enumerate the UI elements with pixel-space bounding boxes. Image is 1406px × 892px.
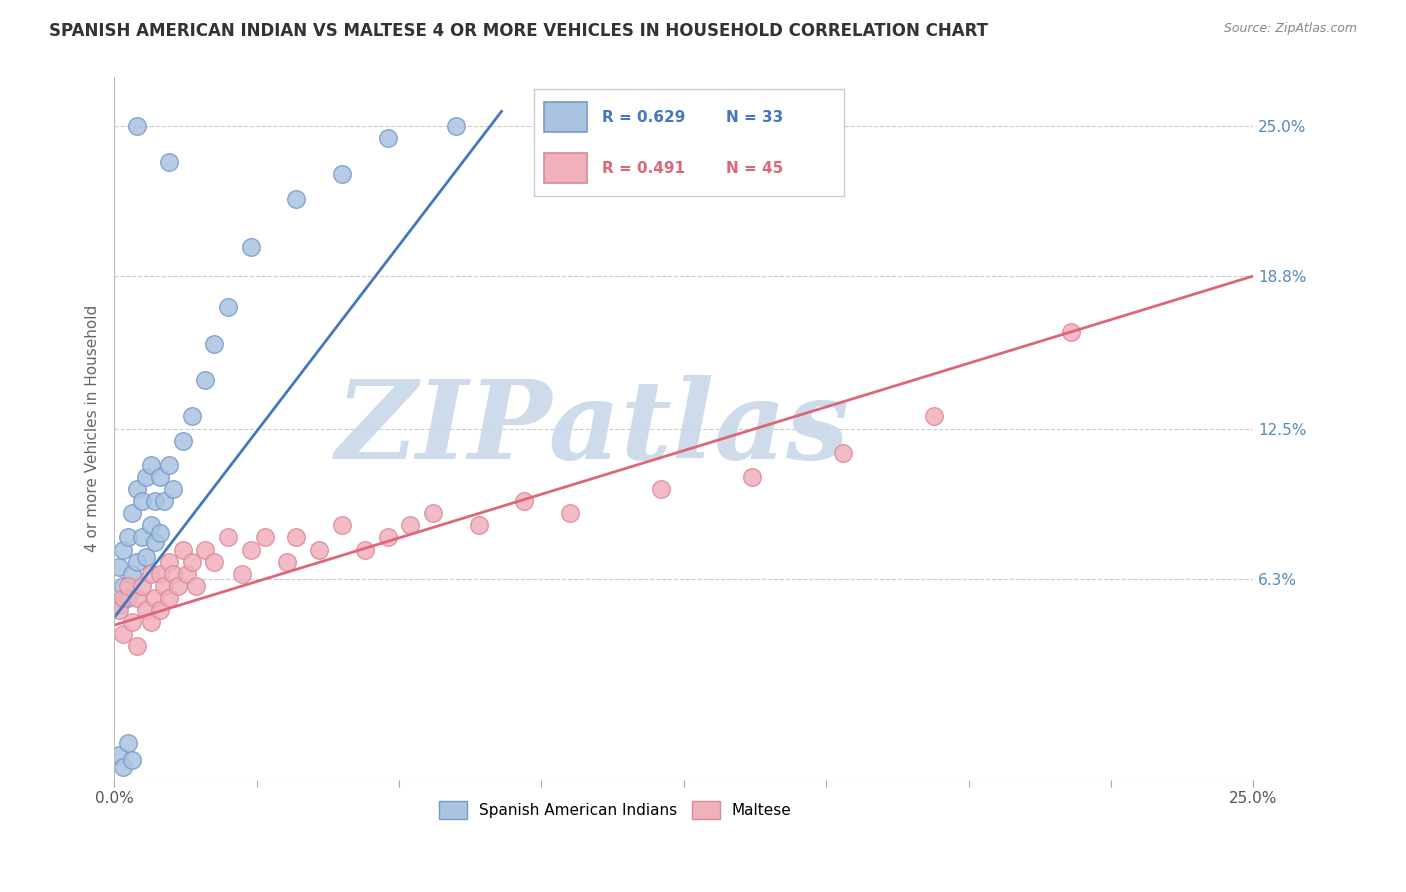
Point [176, 566, 198, 581]
Point [204, 555, 226, 569]
Point [143, 591, 166, 605]
Point [467, 518, 489, 533]
FancyBboxPatch shape [544, 102, 586, 132]
Point [143, 535, 166, 549]
Point [143, 494, 166, 508]
Point [135, 603, 157, 617]
Point [121, 615, 143, 630]
Text: ZIPatlas: ZIPatlas [336, 375, 849, 483]
Point [194, 542, 217, 557]
Text: R = 0.491: R = 0.491 [602, 161, 685, 176]
Point [194, 373, 217, 387]
Point [167, 579, 190, 593]
Point [239, 240, 262, 254]
Point [172, 434, 194, 448]
Point [131, 494, 153, 508]
Point [157, 555, 180, 569]
Point [924, 409, 946, 424]
Text: Source: ZipAtlas.com: Source: ZipAtlas.com [1223, 22, 1357, 36]
Point [125, 119, 148, 133]
Text: R = 0.629: R = 0.629 [602, 110, 686, 125]
Point [107, 599, 129, 613]
Point [139, 566, 162, 581]
Point [121, 506, 143, 520]
Point [139, 458, 162, 472]
Point [172, 542, 194, 557]
Point [153, 579, 176, 593]
Point [399, 518, 422, 533]
Point [217, 531, 239, 545]
Point [117, 591, 139, 605]
Point [125, 640, 148, 654]
Point [135, 549, 157, 564]
Point [180, 555, 202, 569]
Point [180, 409, 202, 424]
Point [125, 482, 148, 496]
Point [231, 566, 253, 581]
Point [153, 494, 176, 508]
Point [186, 579, 208, 593]
Point [149, 470, 172, 484]
Point [107, 559, 129, 574]
Point [112, 627, 135, 641]
Point [162, 482, 184, 496]
Point [131, 531, 153, 545]
Point [253, 531, 276, 545]
Point [117, 736, 139, 750]
Point [139, 615, 162, 630]
Point [149, 603, 172, 617]
Point [117, 531, 139, 545]
Point [149, 525, 172, 540]
Legend: Spanish American Indians, Maltese: Spanish American Indians, Maltese [433, 795, 797, 824]
Text: N = 33: N = 33 [725, 110, 783, 125]
Point [513, 494, 536, 508]
Point [131, 579, 153, 593]
Point [285, 192, 308, 206]
Point [125, 555, 148, 569]
Point [377, 131, 399, 145]
Text: SPANISH AMERICAN INDIAN VS MALTESE 4 OR MORE VEHICLES IN HOUSEHOLD CORRELATION C: SPANISH AMERICAN INDIAN VS MALTESE 4 OR … [49, 22, 988, 40]
Point [157, 458, 180, 472]
Point [741, 470, 763, 484]
Point [308, 542, 330, 557]
Point [444, 119, 467, 133]
Point [107, 748, 129, 763]
Point [139, 518, 162, 533]
Point [285, 531, 308, 545]
Point [832, 446, 855, 460]
Point [157, 155, 180, 169]
Point [117, 579, 139, 593]
Point [422, 506, 444, 520]
Y-axis label: 4 or more Vehicles in Household: 4 or more Vehicles in Household [86, 305, 100, 552]
Point [239, 542, 262, 557]
Point [204, 336, 226, 351]
Point [377, 531, 399, 545]
Point [330, 518, 353, 533]
Point [276, 555, 298, 569]
Point [112, 579, 135, 593]
Point [135, 470, 157, 484]
Point [650, 482, 672, 496]
Point [112, 591, 135, 605]
Point [217, 301, 239, 315]
Point [149, 566, 172, 581]
Point [1060, 325, 1083, 339]
Point [125, 591, 148, 605]
Point [157, 591, 180, 605]
Point [112, 760, 135, 774]
Point [353, 542, 375, 557]
Point [107, 603, 129, 617]
Point [558, 506, 581, 520]
Point [162, 566, 184, 581]
FancyBboxPatch shape [544, 153, 586, 184]
Text: N = 45: N = 45 [725, 161, 783, 176]
Point [121, 566, 143, 581]
Point [330, 167, 353, 181]
Point [112, 542, 135, 557]
Point [121, 753, 143, 767]
